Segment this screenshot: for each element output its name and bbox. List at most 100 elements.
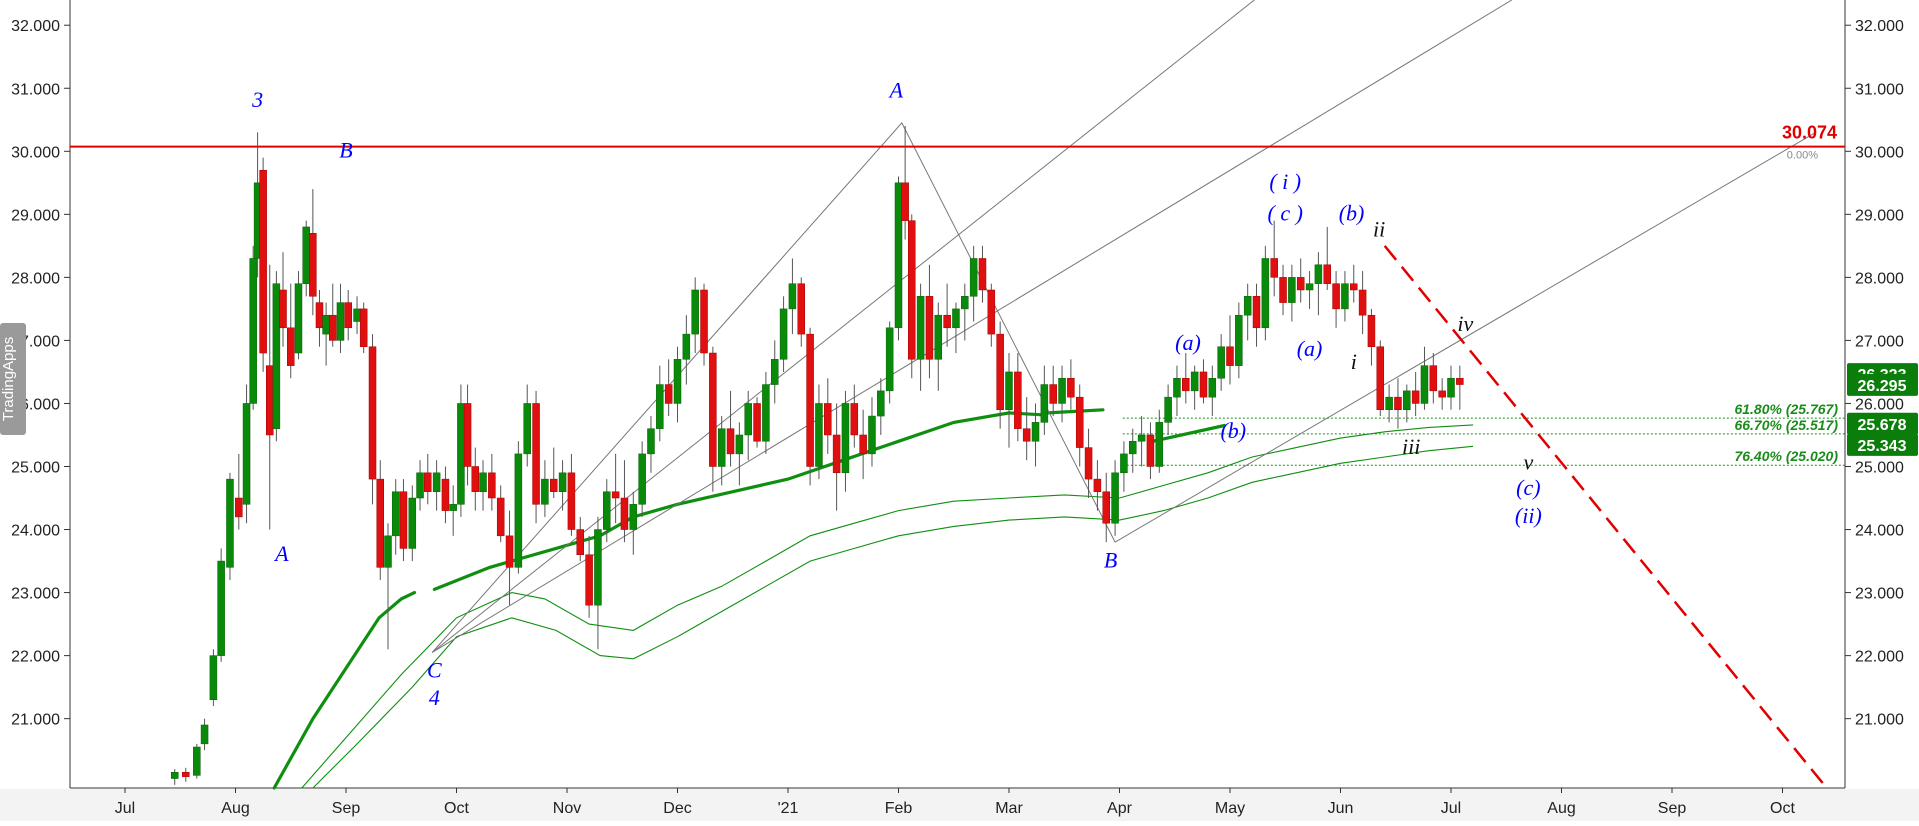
wave-label-3: C bbox=[427, 658, 442, 683]
watermark: TradingApps bbox=[0, 323, 26, 435]
candle-body-123 bbox=[1208, 377, 1217, 398]
x-tick-label-11: Jun bbox=[1328, 800, 1354, 817]
candle-body-17 bbox=[302, 226, 310, 284]
candle-body-25 bbox=[359, 308, 368, 347]
candle-body-105 bbox=[1049, 384, 1057, 404]
candle-body-27 bbox=[376, 478, 385, 568]
watermark-text: TradingApps bbox=[0, 337, 17, 422]
candle-body-115 bbox=[1137, 434, 1146, 442]
candle-body-51 bbox=[576, 529, 585, 556]
candle-body-39 bbox=[471, 466, 480, 492]
wave-label-16: iv bbox=[1457, 311, 1473, 336]
candle-body-127 bbox=[1243, 296, 1252, 316]
envelope-line-1 bbox=[312, 445, 1474, 789]
candle-body-41 bbox=[488, 472, 496, 499]
right-y-tick-label-4: 28.000 bbox=[1855, 270, 1904, 287]
wave-label-14: i bbox=[1351, 349, 1357, 374]
wave-label-10: ( c ) bbox=[1268, 201, 1303, 226]
time-axis-background bbox=[0, 789, 1919, 821]
left-y-tick-label-2: 30.000 bbox=[11, 144, 60, 161]
candle-body-11 bbox=[259, 169, 267, 354]
channel-line-2 bbox=[1114, 131, 1816, 543]
candle-body-129 bbox=[1261, 258, 1270, 329]
candle-body-121 bbox=[1190, 371, 1199, 392]
candle-body-26 bbox=[368, 346, 377, 480]
candle-body-6 bbox=[226, 478, 234, 568]
candle-body-85 bbox=[877, 390, 885, 417]
candle-body-31 bbox=[408, 497, 417, 549]
left-y-tick-label-11: 21.000 bbox=[11, 712, 60, 729]
x-tick-label-9: Apr bbox=[1107, 800, 1133, 817]
candle-body-86 bbox=[885, 327, 894, 392]
candles bbox=[170, 126, 1464, 785]
candle-body-1 bbox=[182, 771, 190, 777]
candle-body-42 bbox=[496, 497, 505, 537]
candle-body-19 bbox=[315, 302, 324, 329]
candle-body-95 bbox=[961, 296, 969, 310]
resistance-value-label: 30.074 bbox=[1782, 123, 1837, 143]
candle-body-62 bbox=[673, 359, 682, 404]
moving-average-2 bbox=[1046, 408, 1105, 415]
candle-body-89 bbox=[908, 220, 916, 360]
candle-body-76 bbox=[797, 283, 806, 335]
candle-body-34 bbox=[432, 472, 441, 492]
wave-label-19: (ii) bbox=[1515, 503, 1542, 528]
candle-body-102 bbox=[1022, 428, 1031, 442]
candle-body-24 bbox=[353, 308, 361, 322]
candle-body-80 bbox=[832, 434, 841, 474]
fib-level-label-2: 76.40% (25.020) bbox=[1734, 448, 1838, 464]
x-tick-label-1: Aug bbox=[221, 800, 249, 817]
candle-body-113 bbox=[1120, 453, 1128, 474]
wave-label-7: (a) bbox=[1175, 330, 1201, 355]
right-y-tick-label-10: 22.000 bbox=[1855, 649, 1904, 666]
candle-body-96 bbox=[969, 258, 978, 297]
candle-body-103 bbox=[1031, 422, 1040, 442]
candle-body-109 bbox=[1084, 447, 1093, 480]
candle-body-18 bbox=[309, 232, 317, 297]
candle-body-131 bbox=[1279, 277, 1287, 303]
channel-percent-label-2: 0.00% bbox=[1787, 149, 1818, 161]
candle-body-23 bbox=[344, 302, 352, 329]
candle-body-48 bbox=[549, 478, 558, 492]
wave-label-6: B bbox=[1104, 547, 1117, 572]
candle-body-90 bbox=[916, 296, 925, 360]
candle-body-147 bbox=[1420, 365, 1429, 404]
candle-body-136 bbox=[1323, 264, 1331, 284]
left-y-tick-label-10: 22.000 bbox=[11, 649, 60, 666]
wave-label-2: A bbox=[273, 541, 289, 566]
candle-body-78 bbox=[815, 403, 823, 467]
x-tick-label-2: Sep bbox=[332, 800, 361, 817]
candle-body-111 bbox=[1102, 491, 1110, 524]
candle-body-54 bbox=[603, 491, 611, 530]
x-tick-label-12: Jul bbox=[1441, 800, 1461, 817]
wave-label-18: (c) bbox=[1516, 475, 1540, 500]
moving-average-3 bbox=[1151, 423, 1227, 443]
candle-body-122 bbox=[1199, 371, 1208, 398]
candle-body-94 bbox=[952, 308, 960, 329]
candle-body-13 bbox=[272, 283, 281, 429]
candle-body-33 bbox=[424, 472, 432, 492]
fib-price-tag-2-text: 25.343 bbox=[1858, 438, 1907, 455]
right-y-tick-label-2: 30.000 bbox=[1855, 144, 1904, 161]
candle-body-12 bbox=[266, 365, 274, 436]
candle-body-93 bbox=[943, 314, 951, 329]
wave-label-9: ( i ) bbox=[1269, 169, 1301, 194]
wave-label-11: (a) bbox=[1297, 336, 1323, 361]
candle-body-130 bbox=[1270, 258, 1278, 278]
x-tick-label-8: Mar bbox=[995, 800, 1023, 817]
candle-body-30 bbox=[399, 491, 408, 549]
left-y-tick-label-7: 25.000 bbox=[11, 459, 60, 476]
x-tick-label-4: Nov bbox=[553, 800, 581, 817]
candle-body-38 bbox=[463, 403, 472, 467]
candle-body-98 bbox=[987, 289, 996, 335]
candle-body-138 bbox=[1341, 283, 1349, 310]
candle-body-97 bbox=[978, 258, 987, 291]
fibonacci-levels: 61.80% (25.767)66.70% (25.517) 76.40% (25… bbox=[1122, 401, 1845, 466]
candle-body-101 bbox=[1014, 371, 1022, 429]
candle-body-8 bbox=[242, 403, 251, 505]
